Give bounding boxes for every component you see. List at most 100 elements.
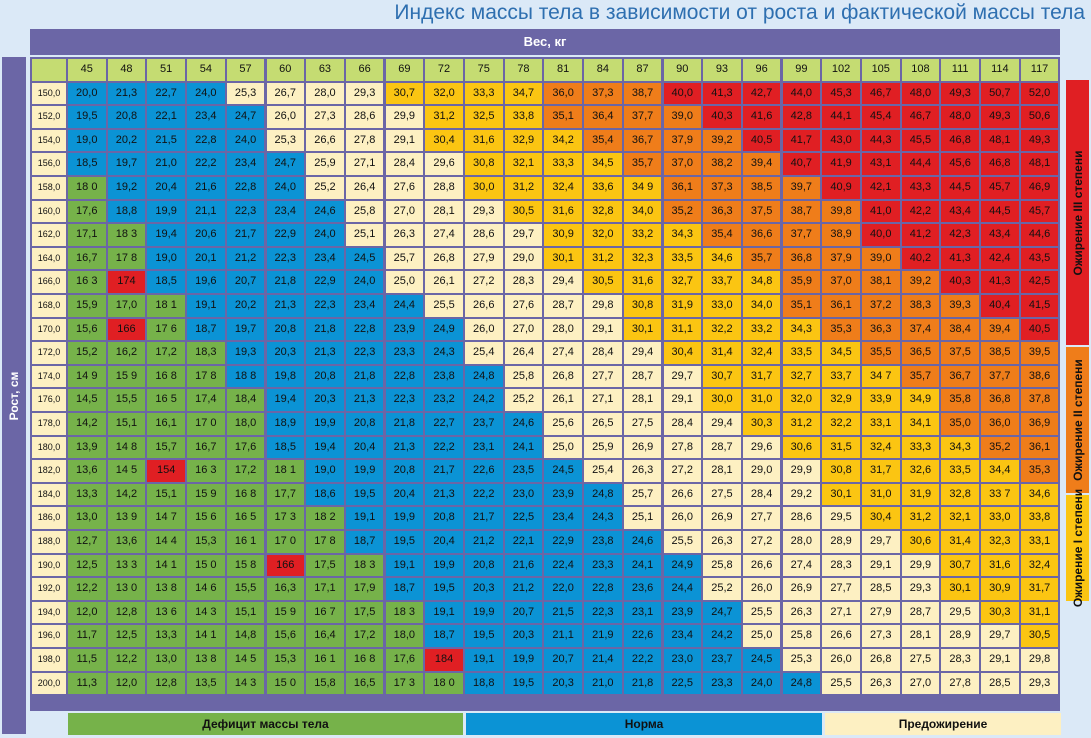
bmi-cell: 36,9 (1020, 413, 1059, 435)
bmi-cell: 30,5 (584, 271, 622, 293)
bmi-cell: 17,6 (68, 200, 106, 223)
bmi-cell: 12,8 (147, 672, 185, 695)
bmi-cell: 14 9 (68, 365, 106, 388)
weight-tick-label: 105 (862, 59, 900, 81)
bmi-cell: 31,2 (584, 247, 622, 270)
bmi-cell: 26,3 (782, 601, 821, 624)
bmi-cell: 14 1 (187, 625, 225, 647)
bmi-cell: 24,3 (584, 507, 622, 529)
bmi-cell: 36,6 (742, 224, 781, 246)
height-tick-label: 174,0 (32, 365, 66, 388)
bmi-cell: 42,3 (941, 224, 979, 246)
bmi-cell: 26,6 (306, 129, 344, 152)
bmi-cell: 18,5 (266, 436, 304, 459)
bmi-cell: 45,7 (1020, 200, 1059, 223)
bmi-cell: 30,7 (941, 554, 979, 577)
bmi-cell: 40,9 (822, 177, 860, 199)
bmi-cell: 37,7 (623, 106, 662, 128)
legend-bottom-item: Норма (466, 713, 822, 735)
bmi-cell: 37,4 (901, 318, 940, 341)
bmi-cell: 49,3 (941, 82, 979, 105)
bmi-cell: 40,0 (862, 224, 900, 246)
height-tick-label: 178,0 (32, 413, 66, 435)
height-tick-label: 196,0 (32, 625, 66, 647)
bmi-cell: 39,8 (822, 200, 860, 223)
bmi-cell: 36,7 (941, 365, 979, 388)
bmi-cell: 27,5 (623, 413, 662, 435)
bmi-cell: 29,5 (941, 601, 979, 624)
bmi-cell: 48,0 (901, 82, 940, 105)
bmi-cell: 30,1 (941, 578, 979, 600)
bmi-cell: 37,9 (822, 247, 860, 270)
bmi-cell: 31,2 (901, 507, 940, 529)
bmi-cell: 24,8 (782, 672, 821, 695)
height-tick-label: 200,0 (32, 672, 66, 695)
bmi-cell: 29,6 (425, 153, 463, 175)
bmi-cell: 27,3 (862, 625, 900, 647)
bmi-cell: 28,1 (703, 460, 741, 482)
bmi-cell: 19,7 (226, 318, 265, 341)
legend-right-label: Ожирение I степени (1070, 488, 1085, 608)
bmi-cell: 22,6 (465, 460, 503, 482)
bmi-cell: 40,5 (742, 129, 781, 152)
bmi-cell: 16,7 (68, 247, 106, 270)
bmi-cell: 44,4 (901, 153, 940, 175)
bmi-cell: 35,2 (981, 436, 1019, 459)
bmi-cell: 41,7 (782, 129, 821, 152)
bmi-cell: 15 8 (226, 554, 265, 577)
weight-tick-label: 90 (663, 59, 701, 81)
bmi-cell: 24,4 (663, 578, 701, 600)
bmi-cell: 15,6 (68, 318, 106, 341)
bmi-cell: 35,4 (584, 129, 622, 152)
bmi-cell: 32,5 (465, 106, 503, 128)
bmi-cell: 31,1 (663, 318, 701, 341)
bmi-cell: 34 9 (623, 177, 662, 199)
weight-tick-label: 72 (425, 59, 463, 81)
legend-bottom-item: Предожирение (825, 713, 1061, 735)
bmi-cell: 14 7 (147, 507, 185, 529)
bmi-cell: 24,1 (504, 436, 543, 459)
bmi-cell: 21,3 (425, 483, 463, 506)
bmi-cell: 14 4 (147, 531, 185, 553)
bmi-cell: 23,1 (465, 436, 503, 459)
bmi-cell: 27,6 (504, 295, 543, 317)
bmi-cell: 28,3 (504, 271, 543, 293)
bmi-cell: 22,1 (147, 106, 185, 128)
bmi-cell: 17,1 (306, 578, 344, 600)
bmi-cell: 20,7 (504, 601, 543, 624)
weight-tick-label: 66 (345, 59, 384, 81)
bmi-cell: 49,3 (981, 106, 1019, 128)
bmi-cell: 28,5 (862, 578, 900, 600)
bmi-cell: 28,4 (584, 342, 622, 364)
bmi-cell: 19,3 (226, 342, 265, 364)
bmi-cell: 13,5 (187, 672, 225, 695)
weight-tick-label: 84 (584, 59, 622, 81)
bmi-cell: 23,4 (187, 106, 225, 128)
bmi-cell: 15,1 (107, 413, 146, 435)
bmi-cell: 25,4 (584, 460, 622, 482)
bmi-cell: 33 7 (981, 483, 1019, 506)
bmi-cell: 34,7 (504, 82, 543, 105)
bmi-cell: 20,8 (266, 318, 304, 341)
bmi-cell: 29,3 (345, 82, 384, 105)
bmi-cell: 22,3 (385, 389, 424, 411)
bmi-cell: 15,3 (266, 649, 304, 671)
bmi-cell: 23,8 (584, 531, 622, 553)
bmi-cell: 36,5 (901, 342, 940, 364)
bmi-cell: 18,5 (147, 271, 185, 293)
bmi-cell: 19,7 (107, 153, 146, 175)
bmi-cell: 19,4 (306, 436, 344, 459)
bmi-cell: 26,8 (862, 649, 900, 671)
bmi-cell: 42,7 (742, 82, 781, 105)
bmi-cell: 36,1 (822, 295, 860, 317)
bmi-cell: 28,7 (544, 295, 582, 317)
bmi-cell: 22,6 (623, 625, 662, 647)
bmi-cell: 35,3 (822, 318, 860, 341)
bmi-cell: 42,1 (862, 177, 900, 199)
bmi-cell: 34,6 (1020, 483, 1059, 506)
height-tick-label: 170,0 (32, 318, 66, 341)
bmi-cell: 26,6 (822, 625, 860, 647)
bmi-cell: 20,6 (187, 224, 225, 246)
bmi-cell: 22,4 (544, 554, 582, 577)
bmi-cell: 29,7 (981, 625, 1019, 647)
